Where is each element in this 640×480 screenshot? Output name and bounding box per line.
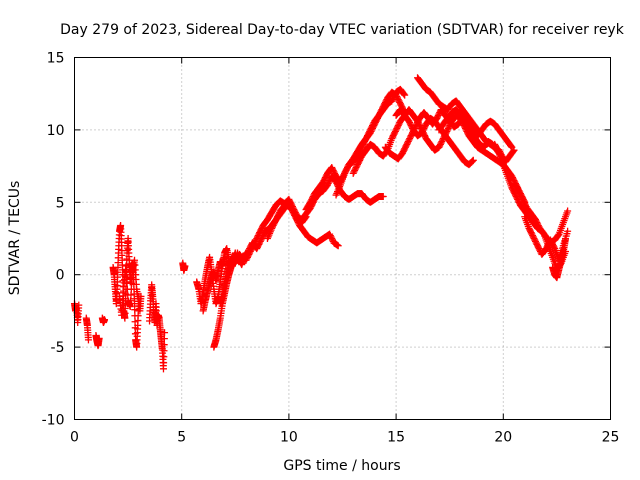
- data-point: [181, 262, 189, 270]
- data-point: [131, 306, 139, 314]
- data-point: [561, 236, 569, 244]
- y-tick-label: 10: [47, 123, 65, 139]
- data-point: [221, 253, 229, 261]
- y-tick-label: -10: [42, 413, 65, 429]
- data-point: [95, 334, 103, 342]
- data-point: [379, 193, 387, 201]
- data-point: [468, 158, 476, 166]
- data-point: [508, 143, 516, 151]
- data-point: [469, 156, 477, 164]
- data-point: [507, 142, 515, 150]
- data-point: [469, 157, 477, 165]
- y-tick-label: 5: [56, 195, 65, 211]
- x-tick-label: 20: [494, 430, 512, 446]
- data-point: [160, 335, 168, 343]
- data-point: [101, 316, 109, 324]
- data-point: [160, 341, 168, 349]
- data-point: [84, 336, 92, 344]
- data-point: [161, 329, 169, 337]
- data-point: [301, 214, 309, 222]
- x-tick-label: 25: [602, 430, 620, 446]
- data-point: [494, 148, 502, 156]
- data-point: [75, 301, 83, 309]
- data-point: [564, 227, 572, 235]
- y-tick-label: 15: [47, 51, 65, 67]
- x-tick-label: 5: [177, 430, 186, 446]
- data-point: [509, 147, 517, 155]
- data-points: [71, 74, 572, 373]
- data-point: [159, 365, 167, 373]
- data-point: [564, 207, 572, 215]
- y-tick-label: 0: [56, 268, 65, 284]
- data-point: [160, 353, 168, 361]
- data-point: [550, 243, 558, 251]
- data-point: [400, 90, 408, 98]
- data-point: [231, 249, 239, 257]
- y-axis-label: SDTVAR / TECUs: [7, 181, 23, 296]
- data-point: [401, 91, 409, 99]
- data-point: [334, 242, 342, 250]
- plot-frame: [74, 57, 611, 420]
- data-point: [160, 359, 168, 367]
- grid: [74, 57, 611, 420]
- data-point: [302, 213, 310, 221]
- x-tick-label: 0: [70, 430, 79, 446]
- x-axis-label: GPS time / hours: [283, 458, 400, 474]
- x-tick-label: 15: [387, 430, 405, 446]
- data-point: [160, 347, 168, 355]
- axis-ticks: 0 5 10 15 20 25 -10 -5 0 5 10 15: [42, 51, 620, 446]
- chart-title: Day 279 of 2023, Sidereal Day-to-day VTE…: [60, 22, 625, 38]
- data-point: [135, 300, 143, 308]
- x-tick-label: 10: [280, 430, 298, 446]
- y-tick-label: -5: [51, 340, 65, 356]
